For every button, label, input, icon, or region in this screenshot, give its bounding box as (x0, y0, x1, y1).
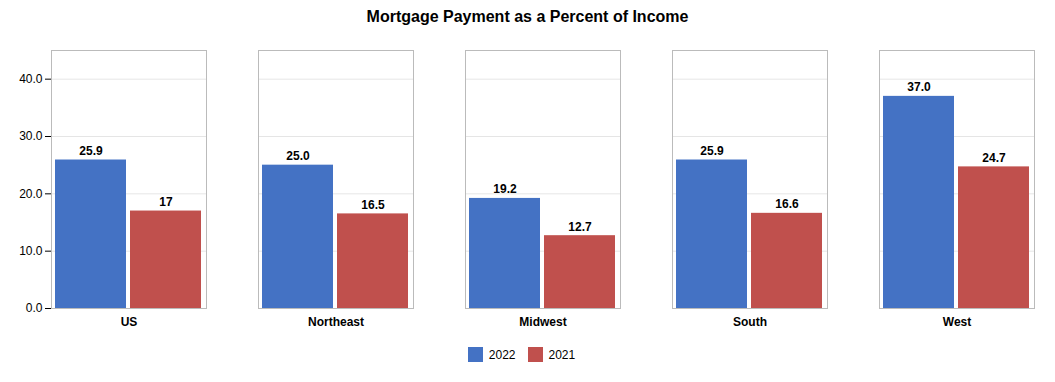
svg-text:West: West (943, 315, 971, 329)
svg-text:US: US (121, 315, 138, 329)
svg-text:37.0: 37.0 (907, 80, 931, 94)
html-text:Mortgage Payment as a Percent: Mortgage Payment as a Percent of Income (366, 8, 689, 25)
svg-text:16.5: 16.5 (361, 198, 385, 212)
svg-text:25.0: 25.0 (286, 149, 310, 163)
svg-text:17: 17 (159, 195, 173, 209)
html-text:2022: 2022 (488, 347, 516, 362)
svg-text:Northeast: Northeast (308, 315, 364, 329)
svg-text:10.0: 10.0 (19, 244, 43, 258)
svg-text:19.2: 19.2 (493, 182, 517, 196)
svg-text:30.0: 30.0 (19, 129, 43, 143)
svg-text:16.6: 16.6 (775, 197, 799, 211)
svg-text:25.9: 25.9 (79, 144, 103, 158)
html-text:2021: 2021 (548, 347, 576, 362)
svg-text:40.0: 40.0 (19, 72, 43, 86)
svg-text:25.9: 25.9 (700, 144, 724, 158)
svg-text:12.7: 12.7 (568, 220, 592, 234)
svg-text:24.7: 24.7 (982, 151, 1006, 165)
svg-text:20.0: 20.0 (19, 187, 43, 201)
svg-text:Midwest: Midwest (519, 315, 566, 329)
svg-text:South: South (733, 315, 767, 329)
svg-text:0.0: 0.0 (26, 301, 43, 315)
